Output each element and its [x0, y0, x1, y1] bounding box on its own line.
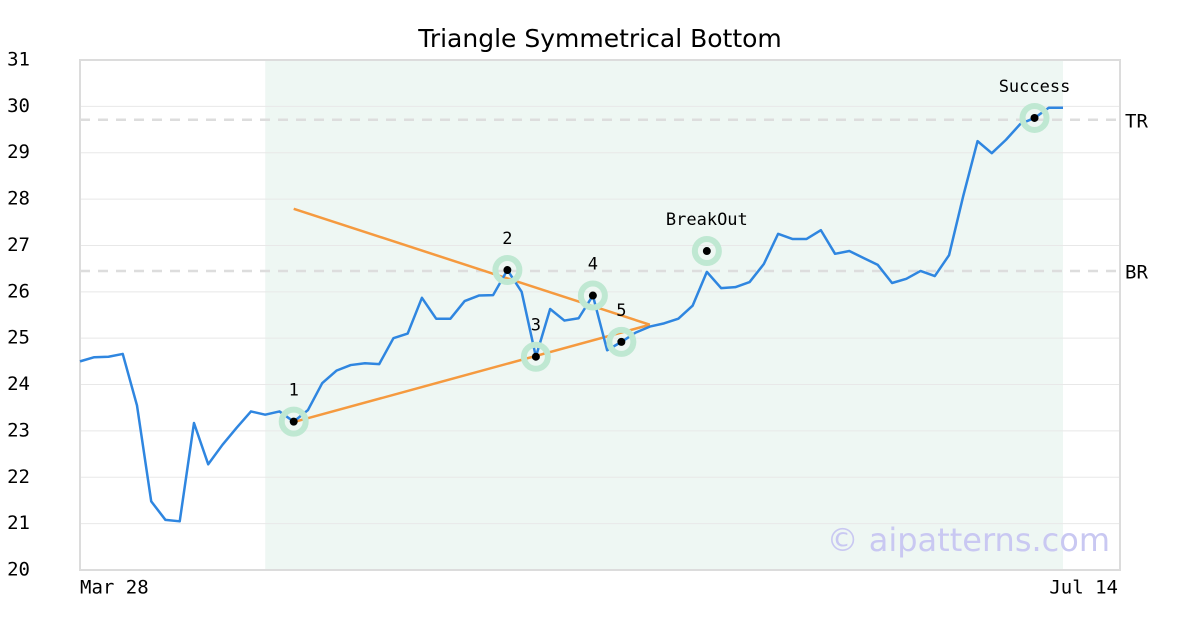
pattern-region [265, 60, 1064, 570]
pivot-label: 4 [588, 255, 598, 275]
price-line [79, 106, 1064, 523]
y-tick-label: 23 [7, 419, 30, 441]
watermark: © aipatterns.com [827, 521, 1110, 559]
pivot-dot [702, 247, 711, 256]
pivot-label: 1 [289, 381, 299, 401]
y-tick-label: 20 [7, 559, 30, 581]
y-tick-label: 26 [7, 280, 30, 302]
y-tick-label: 27 [7, 234, 30, 256]
y-tick-label: 24 [7, 373, 30, 395]
pivot-label: BreakOut [666, 210, 748, 230]
pivot-label: 2 [502, 229, 512, 249]
pivot-dot [289, 417, 298, 426]
y-tick-label: 31 [7, 49, 30, 71]
level-label: BR [1125, 261, 1148, 283]
pivot-halo [1019, 102, 1050, 133]
y-tick-label: 22 [7, 466, 30, 488]
pivot-label: 5 [616, 301, 626, 321]
pivot-label: 3 [531, 316, 541, 336]
y-tick-label: 30 [7, 95, 30, 117]
y-tick-label: 25 [7, 327, 30, 349]
pivot-dot [588, 291, 597, 300]
level-label: TR [1125, 110, 1148, 132]
pivot-halo [492, 255, 523, 286]
pivot-dot [503, 266, 512, 275]
pivot-halo [606, 326, 637, 357]
pivot-halo [278, 406, 309, 437]
pivot-dot [1030, 113, 1039, 122]
chart-title: Triangle Symmetrical Bottom [417, 24, 782, 53]
pivot-halo [577, 280, 608, 311]
x-tick-label: Mar 28 [80, 577, 149, 599]
pivot-dot [531, 352, 540, 361]
x-tick-label: Jul 14 [1049, 577, 1118, 599]
pivot-halo [520, 341, 551, 372]
y-tick-label: 21 [7, 512, 30, 534]
pivot-dot [617, 337, 626, 346]
trendline [293, 323, 651, 424]
pivot-halo [691, 236, 722, 267]
plot-frame [79, 59, 1121, 571]
y-tick-label: 28 [7, 188, 30, 210]
pivot-label: Success [999, 77, 1071, 97]
y-tick-label: 29 [7, 141, 30, 163]
